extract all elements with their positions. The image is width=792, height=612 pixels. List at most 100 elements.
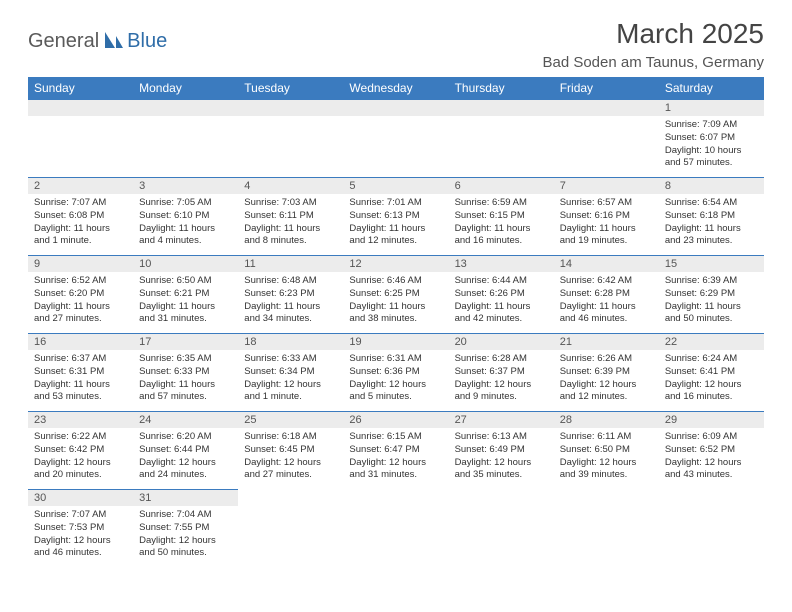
daylight-line: Daylight: 11 hours and 1 minute. (34, 223, 127, 249)
calendar-cell: 9Sunrise: 6:52 AMSunset: 6:20 PMDaylight… (28, 255, 133, 333)
day-details: Sunrise: 7:07 AMSunset: 6:08 PMDaylight:… (28, 194, 133, 252)
weekday-header: Friday (554, 77, 659, 99)
daylight-line: Daylight: 11 hours and 46 minutes. (560, 301, 653, 327)
sunrise-line: Sunrise: 6:33 AM (244, 353, 337, 366)
daylight-line: Daylight: 12 hours and 27 minutes. (244, 457, 337, 483)
sunrise-line: Sunrise: 6:37 AM (34, 353, 127, 366)
day-number-empty (28, 99, 133, 116)
calendar-cell: 24Sunrise: 6:20 AMSunset: 6:44 PMDayligh… (133, 411, 238, 489)
sunrise-line: Sunrise: 6:39 AM (665, 275, 758, 288)
day-number: 1 (659, 99, 764, 116)
calendar-cell: 15Sunrise: 6:39 AMSunset: 6:29 PMDayligh… (659, 255, 764, 333)
title-block: March 2025 Bad Soden am Taunus, Germany (542, 18, 764, 71)
day-number: 31 (133, 489, 238, 506)
sunset-line: Sunset: 6:45 PM (244, 444, 337, 457)
day-number: 23 (28, 411, 133, 428)
calendar-cell: 11Sunrise: 6:48 AMSunset: 6:23 PMDayligh… (238, 255, 343, 333)
calendar-cell: 26Sunrise: 6:15 AMSunset: 6:47 PMDayligh… (343, 411, 448, 489)
sunset-line: Sunset: 6:23 PM (244, 288, 337, 301)
sunrise-line: Sunrise: 6:57 AM (560, 197, 653, 210)
logo: General Blue (28, 30, 167, 53)
day-details: Sunrise: 6:54 AMSunset: 6:18 PMDaylight:… (659, 194, 764, 252)
calendar-row: 23Sunrise: 6:22 AMSunset: 6:42 PMDayligh… (28, 411, 764, 489)
calendar-cell-empty (449, 99, 554, 177)
calendar-cell-empty (554, 489, 659, 567)
daylight-line: Daylight: 11 hours and 8 minutes. (244, 223, 337, 249)
day-number: 16 (28, 333, 133, 350)
sunset-line: Sunset: 6:21 PM (139, 288, 232, 301)
day-details: Sunrise: 6:59 AMSunset: 6:15 PMDaylight:… (449, 194, 554, 252)
daylight-line: Daylight: 11 hours and 50 minutes. (665, 301, 758, 327)
day-number: 17 (133, 333, 238, 350)
day-details: Sunrise: 7:03 AMSunset: 6:11 PMDaylight:… (238, 194, 343, 252)
day-details: Sunrise: 7:07 AMSunset: 7:53 PMDaylight:… (28, 506, 133, 564)
sunrise-line: Sunrise: 6:09 AM (665, 431, 758, 444)
calendar-table: SundayMondayTuesdayWednesdayThursdayFrid… (28, 77, 764, 567)
calendar-row: 2Sunrise: 7:07 AMSunset: 6:08 PMDaylight… (28, 177, 764, 255)
day-details: Sunrise: 6:20 AMSunset: 6:44 PMDaylight:… (133, 428, 238, 486)
sunrise-line: Sunrise: 6:42 AM (560, 275, 653, 288)
sunset-line: Sunset: 6:15 PM (455, 210, 548, 223)
day-details: Sunrise: 6:57 AMSunset: 6:16 PMDaylight:… (554, 194, 659, 252)
sunset-line: Sunset: 6:26 PM (455, 288, 548, 301)
calendar-cell-empty (343, 489, 448, 567)
daylight-line: Daylight: 11 hours and 42 minutes. (455, 301, 548, 327)
calendar-row: 16Sunrise: 6:37 AMSunset: 6:31 PMDayligh… (28, 333, 764, 411)
calendar-cell: 14Sunrise: 6:42 AMSunset: 6:28 PMDayligh… (554, 255, 659, 333)
sunrise-line: Sunrise: 7:05 AM (139, 197, 232, 210)
daylight-line: Daylight: 12 hours and 1 minute. (244, 379, 337, 405)
day-details: Sunrise: 6:42 AMSunset: 6:28 PMDaylight:… (554, 272, 659, 330)
calendar-row: 1Sunrise: 7:09 AMSunset: 6:07 PMDaylight… (28, 99, 764, 177)
daylight-line: Daylight: 12 hours and 39 minutes. (560, 457, 653, 483)
day-number: 12 (343, 255, 448, 272)
weekday-header: Monday (133, 77, 238, 99)
sunset-line: Sunset: 6:44 PM (139, 444, 232, 457)
day-details: Sunrise: 6:37 AMSunset: 6:31 PMDaylight:… (28, 350, 133, 408)
daylight-line: Daylight: 11 hours and 34 minutes. (244, 301, 337, 327)
daylight-line: Daylight: 12 hours and 43 minutes. (665, 457, 758, 483)
sunrise-line: Sunrise: 6:26 AM (560, 353, 653, 366)
day-details: Sunrise: 6:52 AMSunset: 6:20 PMDaylight:… (28, 272, 133, 330)
header: General Blue March 2025 Bad Soden am Tau… (28, 18, 764, 71)
calendar-row: 9Sunrise: 6:52 AMSunset: 6:20 PMDaylight… (28, 255, 764, 333)
day-details: Sunrise: 7:04 AMSunset: 7:55 PMDaylight:… (133, 506, 238, 564)
day-details: Sunrise: 6:11 AMSunset: 6:50 PMDaylight:… (554, 428, 659, 486)
sunrise-line: Sunrise: 7:01 AM (349, 197, 442, 210)
day-number-empty (554, 99, 659, 116)
sunset-line: Sunset: 6:37 PM (455, 366, 548, 379)
calendar-cell: 12Sunrise: 6:46 AMSunset: 6:25 PMDayligh… (343, 255, 448, 333)
sunset-line: Sunset: 6:47 PM (349, 444, 442, 457)
weekday-header: Wednesday (343, 77, 448, 99)
day-number: 22 (659, 333, 764, 350)
location: Bad Soden am Taunus, Germany (542, 54, 764, 71)
calendar-cell-empty (343, 99, 448, 177)
day-details: Sunrise: 7:05 AMSunset: 6:10 PMDaylight:… (133, 194, 238, 252)
calendar-cell: 10Sunrise: 6:50 AMSunset: 6:21 PMDayligh… (133, 255, 238, 333)
daylight-line: Daylight: 11 hours and 23 minutes. (665, 223, 758, 249)
day-number-empty (133, 99, 238, 116)
daylight-line: Daylight: 12 hours and 31 minutes. (349, 457, 442, 483)
sunset-line: Sunset: 6:16 PM (560, 210, 653, 223)
day-details: Sunrise: 6:50 AMSunset: 6:21 PMDaylight:… (133, 272, 238, 330)
day-number: 11 (238, 255, 343, 272)
day-details: Sunrise: 6:22 AMSunset: 6:42 PMDaylight:… (28, 428, 133, 486)
sunset-line: Sunset: 6:28 PM (560, 288, 653, 301)
day-details: Sunrise: 6:31 AMSunset: 6:36 PMDaylight:… (343, 350, 448, 408)
day-number: 18 (238, 333, 343, 350)
day-number: 5 (343, 177, 448, 194)
daylight-line: Daylight: 12 hours and 16 minutes. (665, 379, 758, 405)
sunset-line: Sunset: 6:11 PM (244, 210, 337, 223)
day-details: Sunrise: 6:24 AMSunset: 6:41 PMDaylight:… (659, 350, 764, 408)
calendar-cell: 22Sunrise: 6:24 AMSunset: 6:41 PMDayligh… (659, 333, 764, 411)
daylight-line: Daylight: 11 hours and 31 minutes. (139, 301, 232, 327)
calendar-cell: 2Sunrise: 7:07 AMSunset: 6:08 PMDaylight… (28, 177, 133, 255)
calendar-cell: 23Sunrise: 6:22 AMSunset: 6:42 PMDayligh… (28, 411, 133, 489)
calendar-cell: 6Sunrise: 6:59 AMSunset: 6:15 PMDaylight… (449, 177, 554, 255)
calendar-cell: 18Sunrise: 6:33 AMSunset: 6:34 PMDayligh… (238, 333, 343, 411)
sunrise-line: Sunrise: 7:09 AM (665, 119, 758, 132)
day-number: 9 (28, 255, 133, 272)
day-number: 28 (554, 411, 659, 428)
weekday-header: Tuesday (238, 77, 343, 99)
calendar-cell: 1Sunrise: 7:09 AMSunset: 6:07 PMDaylight… (659, 99, 764, 177)
logo-sail-icon (103, 30, 125, 53)
